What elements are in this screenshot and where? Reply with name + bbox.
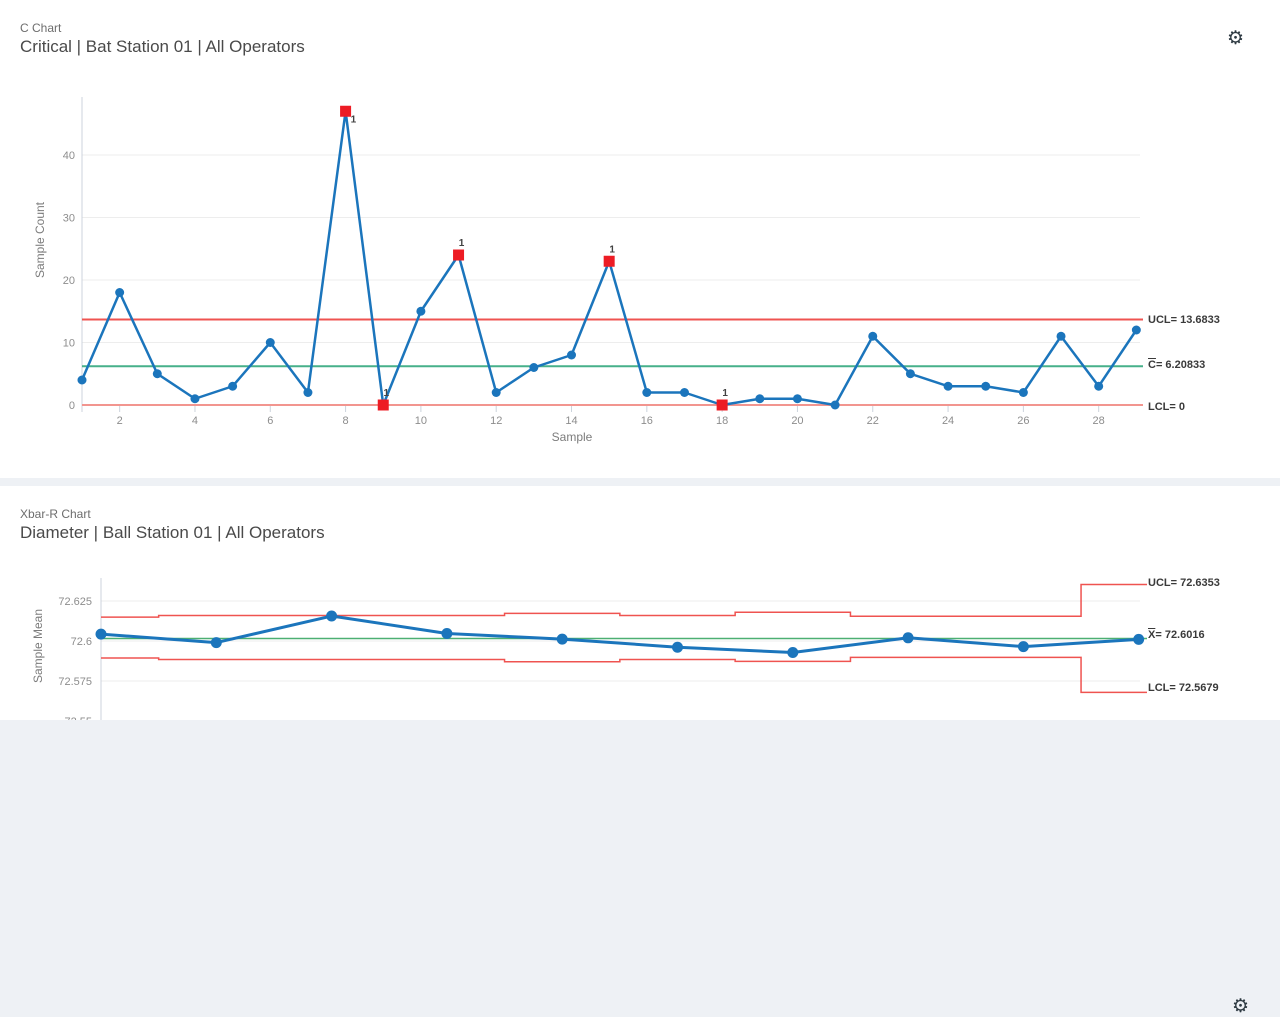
data-point-marker[interactable] <box>755 394 765 404</box>
data-point-marker[interactable] <box>1094 381 1104 391</box>
y-axis-title: Sample Count <box>33 201 47 278</box>
data-point-marker[interactable] <box>556 633 568 645</box>
data-point-marker[interactable] <box>303 388 313 397</box>
data-point-marker[interactable] <box>228 381 238 391</box>
y-tick-label: 40 <box>63 150 75 162</box>
x-axis-title: Sample <box>552 430 593 444</box>
c-chart-card: C Chart Critical | Bat Station 01 | All … <box>0 0 1280 478</box>
data-point-marker[interactable] <box>326 610 338 622</box>
data-point-marker[interactable] <box>787 647 799 659</box>
chart-kind-label: Xbar-R Chart <box>20 507 91 521</box>
data-point-marker[interactable] <box>152 369 162 379</box>
y-tick-label: 10 <box>63 338 75 350</box>
data-point-marker[interactable] <box>1018 388 1028 397</box>
chart-kind-label: C Chart <box>20 21 62 35</box>
ucl-stepped-line <box>101 583 1147 618</box>
x-tick-label: 6 <box>267 415 273 427</box>
x-tick-label: 18 <box>716 415 728 427</box>
data-point-marker[interactable] <box>491 388 501 397</box>
violation-flag: 1 <box>383 388 389 399</box>
violation-point-marker[interactable] <box>716 399 728 411</box>
x-tick-label: 20 <box>791 415 803 427</box>
data-point-marker[interactable] <box>115 288 125 297</box>
x-tick-label: 8 <box>343 415 349 427</box>
data-point-marker[interactable] <box>190 394 200 404</box>
y-tick-label: 0 <box>69 400 75 412</box>
violation-flag: 1 <box>351 114 357 125</box>
violation-point-marker[interactable] <box>603 255 615 267</box>
y-tick-label: 72.625 <box>58 596 92 608</box>
data-point-marker[interactable] <box>868 331 878 341</box>
cbar-symbol: C <box>1148 359 1156 371</box>
settings-gear-icon[interactable]: ⚙ <box>1227 28 1245 49</box>
data-point-marker[interactable] <box>441 627 453 639</box>
lcl-label: LCL= 0 <box>1148 401 1185 413</box>
x-tick-label: 2 <box>117 415 123 427</box>
y-tick-label: 72.55 <box>64 716 92 720</box>
settings-gear-icon[interactable]: ⚙ <box>1232 996 1250 1017</box>
data-point-marker[interactable] <box>679 388 689 397</box>
data-point-marker[interactable] <box>792 394 802 404</box>
violation-point-marker[interactable] <box>377 399 389 411</box>
center-line-label: X= 72.6016 <box>1148 628 1205 641</box>
chart-subtitle: Diameter | Ball Station 01 | All Operato… <box>20 523 325 542</box>
data-point-marker[interactable] <box>905 369 915 379</box>
violation-flag: 1 <box>459 238 465 249</box>
y-tick-label: 72.6 <box>71 636 92 648</box>
lcl-label: LCL= 72.5679 <box>1148 682 1219 694</box>
data-point-marker[interactable] <box>981 381 991 391</box>
x-tick-label: 28 <box>1093 415 1105 427</box>
x-tick-label: 24 <box>942 415 954 427</box>
center-line-label: C= 6.20833 <box>1148 359 1206 371</box>
data-point-marker[interactable] <box>1133 633 1145 645</box>
data-point-marker[interactable] <box>1056 331 1066 341</box>
data-point-marker[interactable] <box>902 632 914 644</box>
y-tick-label: 30 <box>63 213 75 225</box>
data-point-marker[interactable] <box>830 400 840 410</box>
ucl-label: UCL= 13.6833 <box>1148 314 1220 326</box>
data-point-marker[interactable] <box>529 363 539 372</box>
violation-flag: 1 <box>609 244 615 255</box>
x-tick-label: 14 <box>565 415 577 427</box>
x-tick-label: 22 <box>867 415 879 427</box>
data-point-marker[interactable] <box>77 375 87 385</box>
x-tick-label: 16 <box>641 415 653 427</box>
data-point-marker[interactable] <box>672 641 683 653</box>
data-point-marker[interactable] <box>1131 325 1141 335</box>
data-point-marker[interactable] <box>567 350 577 360</box>
violation-point-marker[interactable] <box>453 249 465 261</box>
data-point-marker[interactable] <box>642 388 652 397</box>
xbar-chart-canvas[interactable]: 72.625 72.6 72.575 72.55 Sample Mean <box>0 486 1280 720</box>
violation-point-marker[interactable] <box>340 105 352 117</box>
data-point-marker[interactable] <box>95 628 107 640</box>
data-point-marker[interactable] <box>943 381 953 391</box>
y-axis-title: Sample Mean <box>31 609 45 683</box>
x-tick-label: 4 <box>192 415 198 427</box>
sample-mean-series-line[interactable] <box>100 614 1139 655</box>
x-tick-label: 26 <box>1017 415 1029 427</box>
data-point-marker[interactable] <box>210 637 222 649</box>
x-tick-label: 10 <box>415 415 427 427</box>
violation-flag: 1 <box>722 388 728 399</box>
data-point-marker[interactable] <box>265 338 275 347</box>
ucl-label: UCL= 72.6353 <box>1148 577 1220 589</box>
chart-subtitle: Critical | Bat Station 01 | All Operator… <box>20 37 305 56</box>
lcl-stepped-line <box>101 656 1147 694</box>
data-point-marker[interactable] <box>1017 641 1029 653</box>
y-tick-label: 20 <box>63 275 75 287</box>
data-point-marker[interactable] <box>416 306 426 316</box>
xdoublebar-symbol: X <box>1148 628 1156 641</box>
y-tick-label: 72.575 <box>58 676 92 688</box>
x-tick-label: 12 <box>490 415 502 427</box>
